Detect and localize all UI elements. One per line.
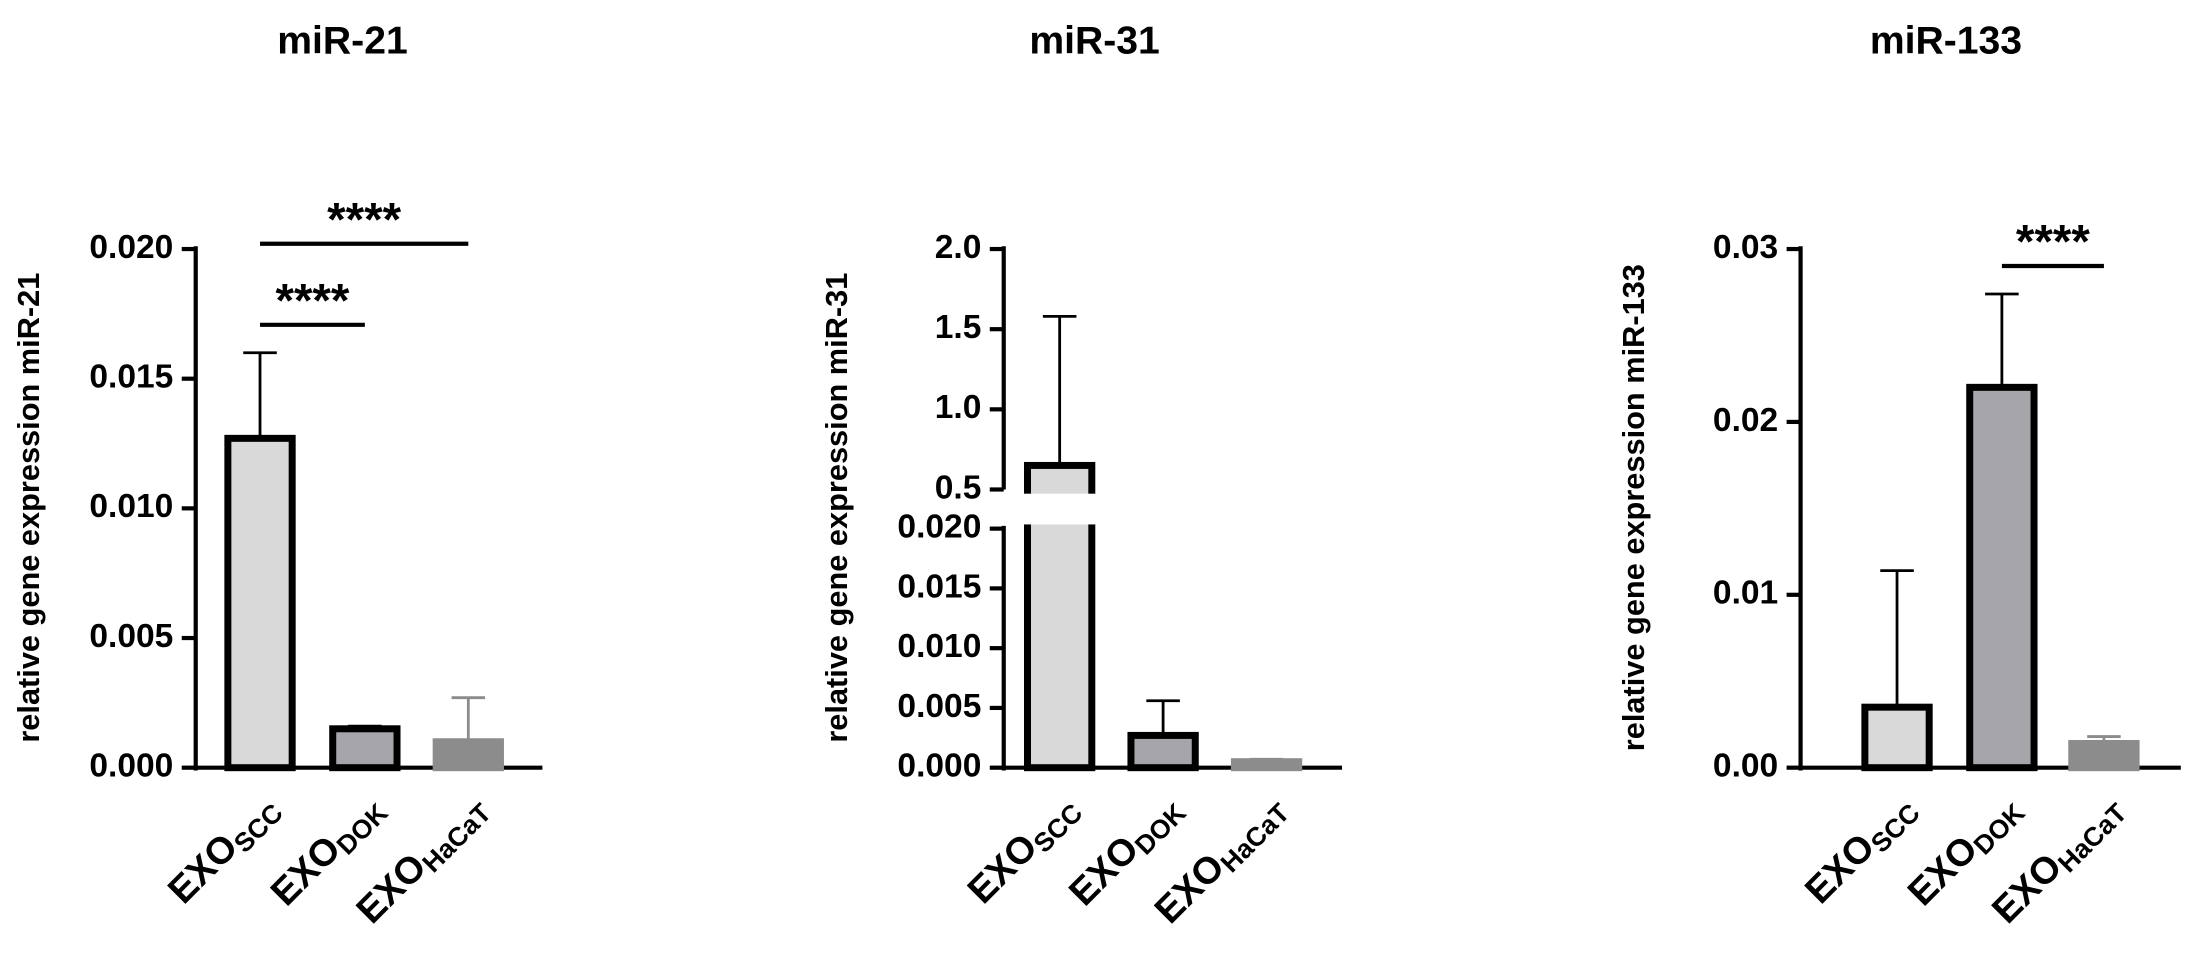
- y-tick-label: 0.01: [1713, 575, 1778, 612]
- category-sub: HaCaT: [2052, 798, 2133, 879]
- bar: [329, 725, 401, 772]
- y-tick-label: 0.010: [897, 628, 981, 665]
- y-tick-label: 0.5: [935, 469, 982, 506]
- y-tick-label: 1.5: [935, 309, 982, 346]
- y-tick-label: 0.020: [897, 508, 981, 545]
- chart-title: miR-31: [1029, 19, 1159, 62]
- y-tick-label: 0.005: [89, 618, 173, 655]
- y-tick-label: 0.015: [89, 359, 173, 396]
- category-sub: HaCaT: [416, 798, 497, 879]
- x-tick-label: EXOSCC: [160, 786, 289, 915]
- bar: [432, 738, 504, 772]
- chart-title: miR-133: [1870, 19, 2022, 62]
- category-sub: HaCaT: [1215, 798, 1296, 879]
- bar: [224, 434, 296, 772]
- y-axis-label: relative gene expression miR-133: [1616, 264, 1651, 751]
- bar: [1127, 731, 1199, 772]
- y-tick-label: 0.010: [89, 488, 173, 525]
- y-tick-label: 0.020: [89, 229, 173, 266]
- axis-break: [1021, 493, 1098, 525]
- y-axis-label: relative gene expression miR-21: [11, 273, 46, 743]
- significance-label: ****: [327, 193, 401, 246]
- x-tick-label: EXOSCC: [959, 786, 1088, 915]
- y-axis-label: relative gene expression miR-31: [819, 273, 854, 743]
- y-tick-label: 1.0: [935, 389, 982, 426]
- bar: [2068, 739, 2140, 772]
- bar: [1230, 758, 1303, 772]
- bar: [1861, 703, 1933, 772]
- y-tick-label: 0.02: [1713, 402, 1778, 439]
- significance-label: ****: [2016, 216, 2090, 269]
- y-tick-label: 0.015: [897, 568, 981, 605]
- y-tick-label: 0.00: [1713, 748, 1778, 785]
- y-tick-label: 0.000: [89, 748, 173, 785]
- y-tick-label: 0.005: [897, 688, 981, 725]
- bar: [1966, 383, 2038, 772]
- y-tick-label: 0.03: [1713, 229, 1778, 266]
- y-tick-label: 2.0: [935, 229, 982, 266]
- chart-title: miR-21: [277, 19, 407, 62]
- y-tick-label: 0.000: [897, 748, 981, 785]
- significance-label: ****: [275, 274, 349, 327]
- x-tick-label: EXOSCC: [1797, 786, 1926, 915]
